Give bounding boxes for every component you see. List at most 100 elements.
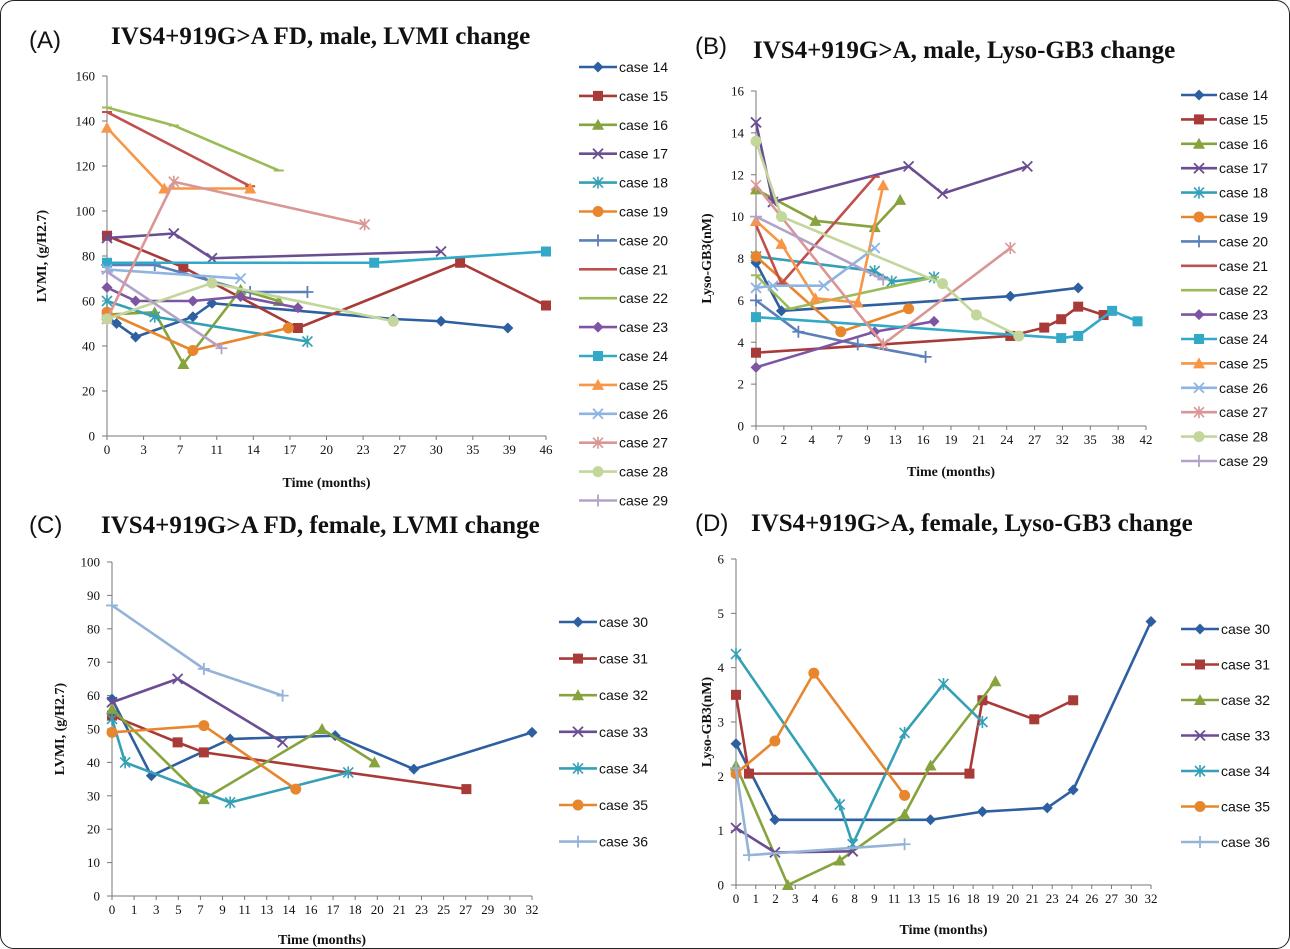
y-tick-label: 60 [82, 294, 95, 309]
marker-square [198, 747, 209, 758]
marker-square [1132, 316, 1143, 327]
x-tick-label: 24 [1000, 432, 1014, 447]
legend-item: case 17 [579, 146, 668, 162]
x-tick-label: 3 [792, 891, 799, 906]
series-case-26 [750, 242, 881, 294]
x-tick-label: 5 [175, 902, 182, 917]
marker-plus [572, 835, 584, 848]
legend-label: case 16 [1219, 136, 1268, 152]
legend-label: case 25 [619, 377, 668, 393]
marker-x [106, 696, 118, 708]
legend-label: case 23 [1219, 307, 1268, 323]
x-tick-label: 13 [260, 902, 273, 917]
marker-x [730, 822, 742, 834]
marker-star [224, 796, 236, 809]
series-line [754, 122, 1028, 204]
x-tick-label: 32 [1056, 432, 1069, 447]
series-case-23 [101, 282, 304, 314]
series-case-31 [731, 689, 1079, 779]
marker-circle [899, 789, 911, 801]
marker-triangle [898, 808, 911, 820]
y-tick-label: 8 [738, 251, 745, 266]
marker-square [102, 257, 112, 268]
marker-plus [1193, 455, 1205, 467]
marker-plus [1194, 836, 1206, 848]
x-tick-label: 7 [836, 432, 843, 447]
x-tick-label: 9 [871, 891, 878, 906]
marker-square [455, 257, 466, 268]
legend-item: case 30 [1181, 621, 1270, 637]
legend-label: case 26 [1219, 380, 1268, 396]
series-case-18 [101, 295, 313, 348]
panel-letter: (C) [29, 512, 63, 539]
y-tick-label: 40 [82, 339, 95, 354]
marker-triangle [177, 358, 190, 369]
marker-diamond [1193, 309, 1205, 321]
marker-diamond [526, 726, 538, 738]
x-tick-label: 16 [304, 902, 318, 917]
marker-plus [730, 762, 742, 775]
series-line [106, 110, 251, 188]
series-case-29 [750, 210, 890, 286]
marker-diamond [1194, 623, 1206, 635]
marker-circle [903, 303, 915, 315]
marker-circle [775, 211, 787, 223]
marker-diamond [502, 322, 514, 334]
marker-diamond [750, 361, 762, 373]
y-axis-title: LVMI, (g/H2.7) [53, 682, 68, 775]
marker-square [1073, 301, 1084, 312]
x-tick-label: 42 [1140, 432, 1153, 447]
y-tick-label: 0 [89, 429, 96, 444]
marker-diamond [572, 616, 584, 628]
marker-diamond [1004, 290, 1016, 302]
legend-item: case 26 [1181, 380, 1268, 396]
legend-item: case 16 [1181, 136, 1268, 152]
y-axis-title: Lyso-GB3(nM) [700, 213, 715, 304]
legend-label: case 28 [619, 464, 668, 480]
x-tick-label: 0 [753, 432, 760, 447]
legend-label: case 16 [619, 117, 668, 133]
marker-plus [792, 325, 805, 338]
panel-letter: (A) [29, 27, 61, 54]
x-tick-label: 9 [219, 902, 226, 917]
marker-square [593, 351, 603, 361]
series-case-32 [106, 702, 381, 805]
legend-label: case 34 [599, 760, 648, 776]
x-tick-label: 0 [733, 891, 740, 906]
legend-item: case 28 [579, 464, 668, 480]
x-axis-title: Time (months) [278, 933, 366, 948]
marker-triangle [833, 854, 846, 866]
legend-label: case 28 [1219, 429, 1268, 445]
marker-circle [1013, 330, 1025, 342]
marker-square [541, 246, 551, 257]
legend-label: case 20 [1219, 233, 1268, 249]
legend-item: case 15 [579, 88, 668, 104]
legend-label: case 29 [619, 493, 668, 509]
x-tick-label: 7 [177, 442, 184, 457]
x-tick-label: 0 [109, 902, 116, 917]
series-case-35 [730, 667, 911, 801]
y-tick-label: 12 [731, 167, 744, 182]
marker-circle [1194, 801, 1206, 812]
legend-item: case 15 [1181, 111, 1268, 127]
marker-circle [282, 322, 294, 334]
panel-title: IVS4+919G>A FD, male, LVMI change [111, 23, 531, 50]
marker-star [168, 175, 180, 188]
x-tick-label: 20 [1006, 891, 1019, 906]
x-tick-label: 3 [140, 442, 147, 457]
x-tick-label: 27 [1105, 891, 1119, 906]
marker-x [572, 726, 584, 738]
x-tick-label: 35 [466, 442, 479, 457]
series-line [755, 188, 902, 229]
marker-diamond [1072, 282, 1084, 294]
marker-triangle [1193, 357, 1205, 369]
series-case-35 [106, 720, 302, 795]
legend-item: case 20 [579, 232, 668, 248]
series-case-28 [101, 277, 399, 327]
series-case-26 [101, 263, 247, 285]
marker-circle [592, 206, 604, 217]
series-case-20 [750, 294, 932, 363]
marker-triangle [106, 702, 118, 714]
y-axis-title: Lyso-GB3(nM) [700, 677, 715, 768]
